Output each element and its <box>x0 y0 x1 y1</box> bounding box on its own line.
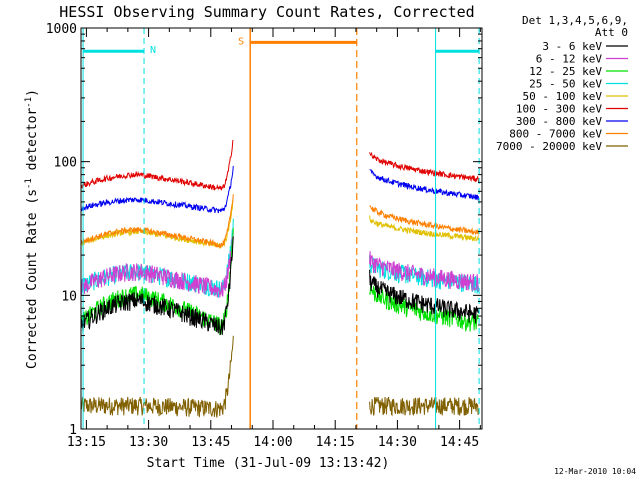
series-3-6-kev <box>80 236 480 335</box>
legend-entry: 300 - 800 keV <box>516 115 602 128</box>
series-50-100-kev <box>80 198 480 249</box>
series-trace-post <box>369 151 480 183</box>
series-trace-post <box>369 269 480 324</box>
series-trace-post <box>369 215 480 242</box>
series-marks <box>80 139 480 418</box>
legend-entry: 800 - 7000 keV <box>509 128 602 141</box>
series-trace-pre <box>80 335 234 418</box>
x-tick-label: 13:30 <box>129 435 168 450</box>
series-7000-20000-kev <box>80 335 480 418</box>
legend-entry: 6 - 12 keV <box>536 53 603 66</box>
series-trace-post <box>369 284 479 332</box>
series-300-800-kev <box>80 165 480 214</box>
legend-entry: 100 - 300 keV <box>516 103 602 116</box>
y-axis-label: Corrected Count Rate (s-1 detector-1) <box>24 89 40 369</box>
x-tick-label: 14:15 <box>316 435 355 450</box>
saa-label: S <box>238 36 244 47</box>
legend-entry: 3 - 6 keV <box>542 40 602 53</box>
series-trace-post <box>369 254 480 294</box>
x-axis-label: Start Time (31-Jul-09 13:13:42) <box>147 456 390 471</box>
y-axis: 1 10 100 1000 <box>46 22 482 438</box>
x-axis: 13:15 13:30 13:45 14:00 14:15 14:30 14:45 <box>67 28 481 450</box>
y-tick-label: 10 <box>61 289 77 304</box>
series-trace-post <box>369 396 480 417</box>
legend-entry: 50 - 100 keV <box>523 90 603 103</box>
legend-header: Det 1,3,4,5,6,9, <box>522 14 628 27</box>
series-6-12-kev <box>80 232 480 298</box>
y-tick-label: 1000 <box>46 22 77 37</box>
legend-entry: 7000 - 20000 keV <box>496 140 602 153</box>
series-trace-pre <box>80 232 234 298</box>
x-tick-label: 13:15 <box>67 435 106 450</box>
series-trace-post <box>369 169 480 201</box>
plot-frame <box>80 27 483 430</box>
series-trace-pre <box>80 194 234 248</box>
series-100-300-kev <box>80 139 480 192</box>
x-tick-label: 14:45 <box>440 435 479 450</box>
series-trace-post <box>369 205 480 236</box>
orbit-overlays: NS <box>82 28 480 429</box>
legend-entry: 25 - 50 keV <box>529 78 602 91</box>
timestamp: 12-Mar-2010 10:04 <box>554 467 636 476</box>
series-trace-pre <box>80 139 234 192</box>
legend-header: Att 0 <box>595 26 628 39</box>
legend-entry: 12 - 25 keV <box>529 65 602 78</box>
x-tick-label: 13:45 <box>191 435 230 450</box>
series-trace-post <box>369 251 480 292</box>
series-trace-pre <box>80 165 234 214</box>
night-label: N <box>150 45 156 56</box>
y-tick-label: 100 <box>54 156 77 171</box>
series-800-7000-kev <box>80 194 480 248</box>
chart-title: HESSI Observing Summary Count Rates, Cor… <box>59 3 474 21</box>
series-trace-pre <box>80 236 234 335</box>
y-tick-label: 1 <box>69 423 77 438</box>
x-tick-label: 14:00 <box>253 435 292 450</box>
x-tick-label: 14:30 <box>378 435 417 450</box>
